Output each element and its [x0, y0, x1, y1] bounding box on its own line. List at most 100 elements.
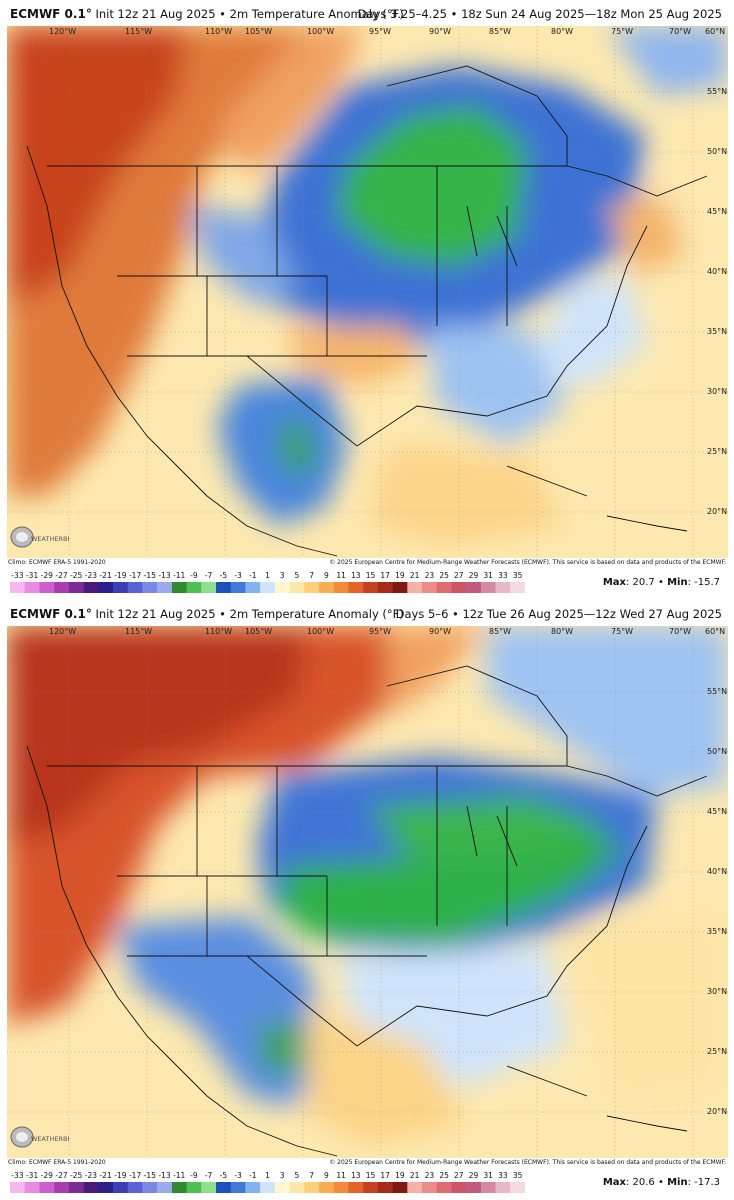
scale-bar: [10, 1182, 525, 1193]
scale-tick-label: -7: [204, 1171, 213, 1180]
scale-swatch: [407, 582, 423, 593]
scale-swatch: [83, 582, 99, 593]
scale-tick-label: -25: [70, 1171, 83, 1180]
scale-swatch: [54, 1182, 70, 1193]
lon-labels: 120°W 115°W 110°W 105°W 100°W 95°W 90°W …: [49, 27, 725, 36]
lat-label: 30°N: [707, 987, 727, 996]
scale-tick-label: 11: [336, 1171, 346, 1180]
scale-tick-label: -23: [84, 1171, 98, 1180]
scale-tick-label: 35: [512, 571, 523, 580]
model-name: ECMWF 0.1°: [10, 607, 92, 621]
lon-label: 105°W: [245, 627, 272, 636]
scale-swatch: [230, 1182, 246, 1193]
scale-swatch: [10, 1182, 26, 1193]
borders: [26, 665, 708, 1157]
scale-swatch: [348, 1182, 364, 1193]
model-name: ECMWF 0.1°: [10, 7, 92, 21]
scale-tick-label: 25: [439, 1171, 449, 1180]
scale-swatch: [113, 1182, 129, 1193]
scale-tick-label: 21: [409, 571, 420, 580]
scale-tick-label: -27: [55, 1171, 68, 1180]
scale-swatch: [319, 582, 335, 593]
lat-label-top: 60°N: [705, 27, 725, 36]
scale-tick-label: -31: [25, 571, 39, 580]
scale-tick-label: 15: [365, 571, 376, 580]
scale-tick-label: 33: [498, 1171, 508, 1180]
scale-tick-label: -5: [219, 571, 228, 580]
scale-tick-label: -29: [40, 571, 53, 580]
scale-tick-label: 11: [336, 571, 346, 580]
scale-swatch: [392, 582, 408, 593]
scale-swatch: [68, 1182, 84, 1193]
scale-tick-label: -17: [128, 571, 142, 580]
valid-period: Days 3.25–4.25 • 18z Sun 24 Aug 2025—18z…: [357, 7, 722, 21]
logo-text: WEATHERBELL: [31, 1135, 69, 1143]
map-svg: 120°W 115°W 110°W 105°W 100°W 95°W 90°W …: [7, 626, 728, 1158]
scale-tick-label: 17: [380, 1171, 390, 1180]
scale-tick-label: -11: [173, 1171, 186, 1180]
lon-label: 115°W: [125, 627, 152, 636]
scale-swatch: [363, 1182, 379, 1193]
scale-tick-label: -31: [25, 1171, 39, 1180]
scale-swatch: [113, 582, 129, 593]
scale-tick-label: 29: [468, 571, 479, 580]
scale-swatch: [24, 1182, 40, 1193]
lat-label: 40°N: [707, 267, 727, 276]
scale-swatch: [407, 1182, 423, 1193]
scale-swatch: [451, 1182, 467, 1193]
scale-swatch: [186, 1182, 202, 1193]
scale-swatch: [480, 582, 496, 593]
header-left: ECMWF 0.1° Init 12z 21 Aug 2025 • 2m Tem…: [10, 7, 404, 21]
scale-tick-label: 17: [380, 571, 390, 580]
scale-tick-label: -19: [114, 1171, 127, 1180]
scale-swatch: [495, 582, 511, 593]
scale-swatch: [54, 582, 70, 593]
scale-tick-label: -13: [158, 571, 171, 580]
color-scale: -33 -31 -29 -27 -25 -23 -21 -19 -17 -15 -13 -11 -9 -7…: [10, 570, 525, 596]
lat-label: 25°N: [707, 1047, 727, 1056]
scale-swatch: [377, 1182, 393, 1193]
scale-tick-label: -33: [11, 1171, 24, 1180]
scale-swatch: [392, 1182, 408, 1193]
scale-swatch: [304, 1182, 320, 1193]
lat-label: 55°N: [707, 687, 727, 696]
copyright-note: © 2025 European Centre for Medium-Range …: [329, 559, 726, 566]
scale-tick-label: -3: [234, 1171, 242, 1180]
scale-tick-label: -29: [40, 1171, 53, 1180]
anomaly-field: [7, 26, 728, 546]
scale-tick-label: -13: [158, 1171, 171, 1180]
scale-tick-label: -25: [70, 571, 83, 580]
scale-swatch: [480, 1182, 496, 1193]
climo-source: Climo: ECMWF ERA-5 1991-2020: [8, 559, 106, 566]
scale-swatch: [289, 582, 305, 593]
scale-swatch: [333, 582, 349, 593]
scale-swatch: [83, 1182, 99, 1193]
scale-swatch: [245, 1182, 261, 1193]
scale-tick-label: -15: [143, 571, 156, 580]
lat-label: 25°N: [707, 447, 727, 456]
max-value: 20.7: [632, 577, 655, 588]
lon-label: 70°W: [669, 627, 691, 636]
scale-tick-label: -17: [128, 1171, 142, 1180]
scale-swatch: [98, 582, 114, 593]
max-value: 20.6: [632, 1177, 655, 1188]
lat-labels: 55°N 50°N 45°N 40°N 35°N 30°N 25°N 20°N: [707, 87, 727, 516]
lon-label: 110°W: [205, 627, 232, 636]
min-label: Min: [667, 1177, 688, 1188]
scale-tick-label: 31: [483, 1171, 493, 1180]
scale-swatch: [39, 1182, 55, 1193]
scale-swatch: [289, 1182, 305, 1193]
scale-tick-label: 21: [409, 1171, 420, 1180]
scale-swatch: [98, 1182, 114, 1193]
lon-label: 85°W: [489, 627, 511, 636]
panel-header: ECMWF 0.1° Init 12z 21 Aug 2025 • 2m Tem…: [0, 600, 734, 626]
scale-tick-label: 13: [351, 1171, 361, 1180]
weatherbell-logo: WEATHERBELL: [9, 524, 79, 551]
lon-label: 110°W: [205, 27, 232, 36]
lon-labels: 120°W 115°W 110°W 105°W 100°W 95°W 90°W …: [49, 627, 725, 636]
lon-label: 80°W: [551, 27, 573, 36]
scale-tick-label: 19: [395, 1171, 405, 1180]
scale-tick-label: -33: [11, 571, 24, 580]
lat-label: 50°N: [707, 747, 727, 756]
lat-label: 45°N: [707, 807, 727, 816]
